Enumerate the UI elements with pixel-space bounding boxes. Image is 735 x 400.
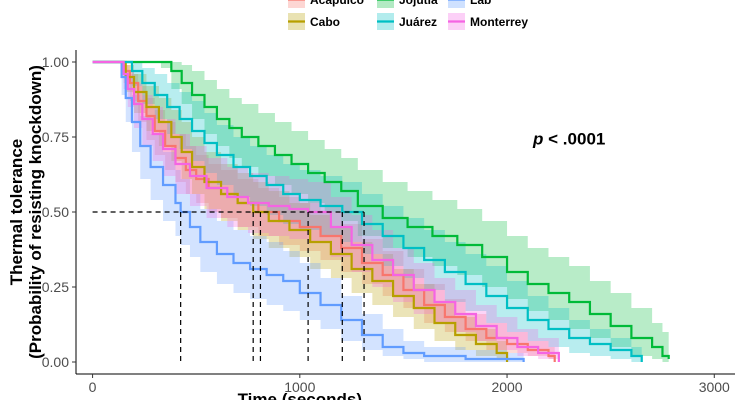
legend-label-lab: Lab <box>470 0 491 7</box>
legend-item-monterrey: Monterrey <box>448 13 528 30</box>
legend-item-acapulco: Acapulco <box>288 0 364 8</box>
p-value-symbol: p <box>532 130 543 149</box>
y-tick-label: 0.50 <box>42 204 69 220</box>
x-axis-title: Time (seconds) <box>238 390 362 400</box>
legend-key-lab <box>448 0 465 8</box>
legend-label-jojutla: Jojutla <box>399 0 438 7</box>
legend: Acapulco Jojutla Lab Cabo Juárez Monterrey <box>288 0 528 30</box>
curve-lab <box>92 60 525 362</box>
curve-jojutla <box>92 60 670 359</box>
legend-item-cabo: Cabo <box>288 13 340 30</box>
legend-item-jojutla: Jojutla <box>377 0 438 8</box>
axes: 0.00 0.25 0.50 0.75 1.00 0 1000 2000 3000 <box>42 50 735 395</box>
x-tick-label: 3000 <box>699 379 730 395</box>
legend-label-juarez: Juárez <box>399 15 437 29</box>
legend-item-lab: Lab <box>448 0 491 8</box>
curve-acapulco <box>92 60 556 362</box>
x-tick-label: 1000 <box>284 379 315 395</box>
legend-label-monterrey: Monterrey <box>470 15 528 29</box>
band-juarez <box>92 62 642 362</box>
legend-label-cabo: Cabo <box>310 15 340 29</box>
legend-key-jojutla <box>377 0 394 8</box>
legend-item-juarez: Juárez <box>377 13 437 30</box>
y-axis-title-line2: (Probability of resisting knockdown) <box>26 65 45 359</box>
y-axis-title-line1: Thermal tolerance <box>7 139 26 285</box>
y-tick-label: 0.75 <box>42 129 69 145</box>
y-tick-label: 0.00 <box>42 354 69 370</box>
curve-monterrey <box>92 60 560 362</box>
band-jojutla <box>92 62 669 362</box>
p-value-annotation: p < .0001 <box>532 130 605 149</box>
curve-cabo <box>92 60 509 362</box>
plot-area <box>92 60 670 362</box>
legend-key-acapulco <box>288 0 305 8</box>
y-tick-label: 1.00 <box>42 54 69 70</box>
curve-juarez <box>92 60 643 362</box>
legend-label-acapulco: Acapulco <box>310 0 364 7</box>
p-value-threshold: < .0001 <box>543 130 605 149</box>
x-tick-label: 2000 <box>491 379 522 395</box>
y-tick-label: 0.25 <box>42 279 69 295</box>
survival-curves <box>92 60 670 362</box>
median-reference-lines <box>92 211 365 362</box>
x-tick-label: 0 <box>89 379 97 395</box>
